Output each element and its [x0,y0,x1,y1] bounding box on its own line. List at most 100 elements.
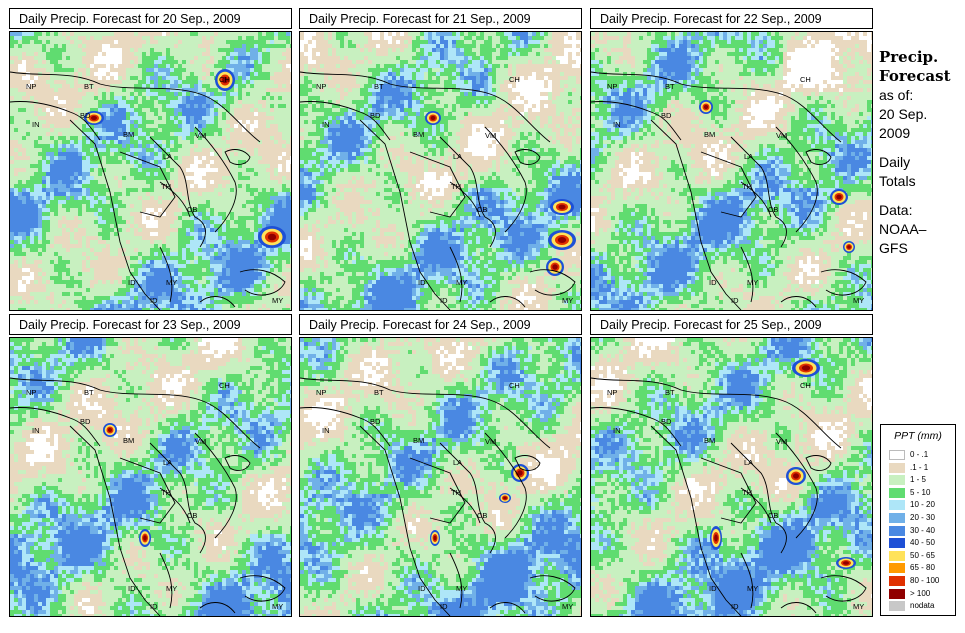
panel-title: Daily Precip. Forecast for 25 Sep., 2009 [590,314,873,335]
country-label: NP [26,82,36,91]
border-line [300,407,391,447]
legend-item: 5 - 10 [889,487,955,498]
country-label: IN [322,120,330,129]
country-label: NP [316,82,326,91]
legend-swatch [889,500,905,511]
border-line [159,552,173,609]
country-label: BM [123,130,134,139]
country-label: MY [166,278,177,287]
border-line [489,602,526,614]
country-label: BT [84,82,94,91]
daily-label: Daily [879,153,963,172]
country-label: CH [219,381,230,390]
border-line [359,425,451,616]
country-label: ID [418,584,426,593]
border-line [69,425,161,616]
country-label: VM [485,131,496,140]
legend-label: nodata [910,600,934,611]
border-line [409,151,466,218]
border-line [239,575,286,602]
country-label: LA [453,458,462,467]
border-line [740,552,754,609]
border-line [449,552,463,609]
border-line [149,442,206,554]
map-canvas: NP BT IN BD BM CH LA VM TH CB MY ID MY ID [300,338,581,616]
forecast-panel-21sep: Daily Precip. Forecast for 21 Sep., 2009… [299,8,582,311]
map-canvas: NP BT IN BD BM CH LA VM TH CB MY ID MY ID [10,338,291,616]
country-label: MY [272,602,283,611]
border-line [514,455,541,471]
country-label: BM [704,130,715,139]
border-line [449,181,481,218]
border-line [591,71,842,143]
country-label: VM [776,131,787,140]
border-line [820,269,867,296]
panel-title: Daily Precip. Forecast for 21 Sep., 2009 [299,8,582,29]
map-canvas: NP BT IN BD BM CH LA VM TH CB MY ID MY ID [10,32,291,310]
legend-item: 1 - 5 [889,474,955,486]
country-label: ID [418,278,426,287]
border-line [10,101,101,141]
country-label: ID [731,602,739,611]
precip-map: NP BT IN BD BM CH LA VM TH CB MY ID MY ID [9,31,292,311]
panel-title: Daily Precip. Forecast for 24 Sep., 2009 [299,314,582,335]
asof-year: 2009 [879,124,963,143]
border-line [514,149,541,165]
legend-item: 10 - 20 [889,499,955,511]
country-label: BD [370,111,381,120]
country-label: BD [370,417,381,426]
border-line [591,407,682,447]
country-label: LA [163,458,172,467]
legend-item: 50 - 65 [889,550,955,561]
border-line [449,246,463,303]
legend-swatch [889,588,905,599]
country-label: MY [853,296,864,305]
border-line [149,136,206,248]
border-line [529,575,576,602]
legend-swatch [889,475,905,486]
border-line [805,455,832,471]
data-label: Data: [879,201,963,220]
country-label: BT [84,388,94,397]
country-label: VM [195,131,206,140]
asof-label: as of: [879,86,963,105]
border-line [199,602,236,614]
country-label: LA [163,152,172,161]
border-line [591,377,842,449]
country-label: CB [477,511,487,520]
border-line [740,246,754,303]
border-line [69,119,161,310]
country-label: ID [709,584,717,593]
legend-label: 0 - .1 [910,449,928,460]
map-canvas: NP BT IN BD BM CH LA VM TH CB MY ID MY ID [300,32,581,310]
border-line [700,457,757,524]
forecast-panel-24sep: Daily Precip. Forecast for 24 Sep., 2009… [299,314,582,617]
country-label: IN [322,426,330,435]
border-line [484,432,527,539]
border-line [119,457,176,524]
legend-item: > 100 [889,588,955,599]
forecast-panel-20sep: Daily Precip. Forecast for 20 Sep., 2009… [9,8,292,311]
country-label: BD [80,111,91,120]
legend-label: .1 - 1 [910,462,928,473]
border-line [775,126,818,233]
asof-date: 20 Sep. [879,105,963,124]
side-title-line2: Forecast [879,67,963,86]
legend-label: 80 - 100 [910,575,939,586]
border-line [591,101,682,141]
totals-label: Totals [879,172,963,191]
country-label: ID [440,602,448,611]
border-line [10,377,261,449]
country-label: TH [451,182,461,191]
border-line [730,442,787,554]
forecast-panel-22sep: Daily Precip. Forecast for 22 Sep., 2009… [590,8,873,311]
map-canvas: NP BT IN BD BM CH LA VM TH CB MY ID MY ID [591,338,872,616]
country-label: ID [440,296,448,305]
border-line [529,269,576,296]
country-label: ID [128,278,136,287]
legend-swatch [889,550,905,561]
legend-swatch [889,576,905,586]
country-label: CH [800,75,811,84]
country-label: CB [768,511,778,520]
precip-map: NP BT IN BD BM CH LA VM TH CB MY ID MY ID [299,337,582,617]
